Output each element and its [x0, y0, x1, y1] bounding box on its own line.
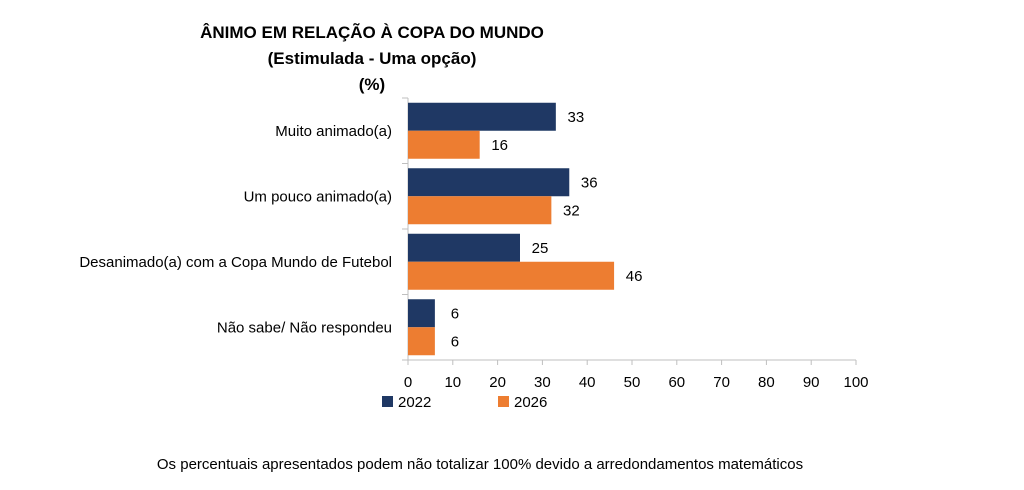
data-label: 36 [581, 174, 598, 191]
bar-2022 [408, 102, 556, 131]
chart-title-line-3: (%) [359, 75, 385, 94]
x-tick-label: 70 [713, 374, 730, 391]
chart-title-line-2: (Estimulada - Uma opção) [268, 49, 477, 68]
x-tick-label: 80 [758, 374, 775, 391]
x-tick-label: 100 [843, 374, 868, 391]
data-label: 33 [567, 109, 584, 126]
category-label: Muito animado(a) [275, 123, 392, 140]
bar-2026 [408, 261, 615, 290]
x-tick-label: 10 [444, 374, 461, 391]
legend-swatch-2022 [382, 396, 393, 407]
bar-2022 [408, 299, 435, 328]
data-label: 32 [563, 202, 580, 219]
x-tick-label: 0 [404, 374, 412, 391]
bar-2022 [408, 168, 570, 197]
chart-title-line-1: ÂNIMO EM RELAÇÃO À COPA DO MUNDO [200, 22, 544, 42]
x-tick-label: 50 [624, 374, 641, 391]
x-tick-label: 90 [803, 374, 820, 391]
data-label: 25 [532, 240, 549, 257]
data-label: 6 [451, 333, 459, 350]
data-label: 46 [626, 268, 643, 285]
category-label: Não sabe/ Não respondeu [217, 319, 392, 336]
bar-2022 [408, 233, 520, 262]
data-label: 6 [451, 305, 459, 322]
category-label: Desanimado(a) com a Copa Mundo de Futebo… [79, 254, 392, 271]
footnote: Os percentuais apresentados podem não to… [156, 456, 804, 473]
legend-label-2026: 2026 [514, 394, 547, 411]
legend-label-2022: 2022 [398, 394, 431, 411]
bar-2026 [408, 130, 480, 159]
bar-2026 [408, 327, 435, 356]
x-tick-label: 60 [668, 374, 685, 391]
bar-2026 [408, 196, 552, 225]
category-label: Um pouco animado(a) [244, 188, 392, 205]
legend-swatch-2026 [498, 396, 509, 407]
data-label: 16 [491, 137, 508, 154]
x-tick-label: 40 [579, 374, 596, 391]
x-tick-label: 30 [534, 374, 551, 391]
x-tick-label: 20 [489, 374, 506, 391]
